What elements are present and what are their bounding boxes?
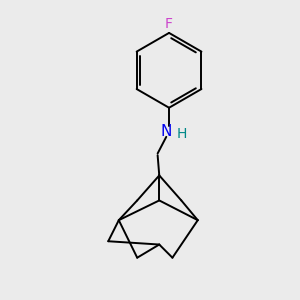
Text: F: F <box>165 17 173 31</box>
Text: H: H <box>177 127 188 141</box>
Text: N: N <box>160 124 172 139</box>
